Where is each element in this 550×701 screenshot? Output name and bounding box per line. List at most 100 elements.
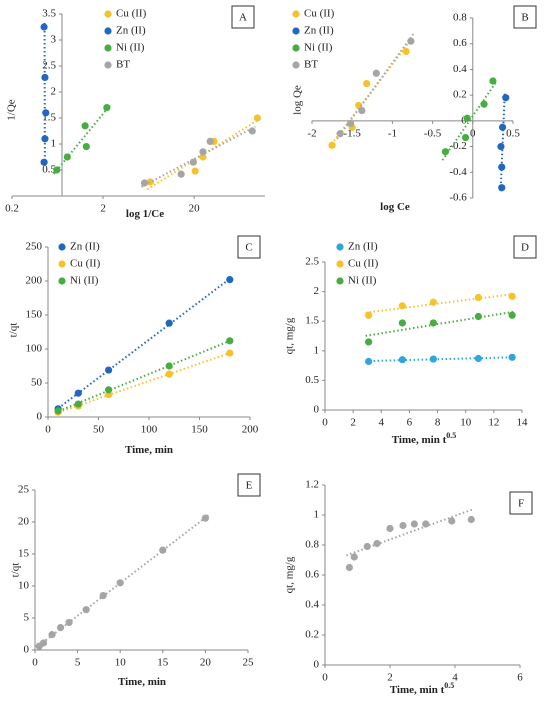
y-tick-label: 50 [31, 377, 43, 389]
y-axis-label: t/qt [8, 323, 20, 338]
point [398, 302, 406, 310]
point [41, 73, 49, 82]
x-tick-label: 0 [322, 417, 328, 429]
point [498, 184, 506, 192]
point [358, 106, 366, 115]
point [365, 338, 373, 346]
panel-label: C [245, 242, 252, 254]
x-tick-label: 6 [517, 672, 523, 684]
x-axis-label-text: Time, min [118, 676, 166, 688]
x-tick-label: 6 [407, 417, 413, 429]
legend-marker [104, 61, 112, 69]
legend-marker [104, 10, 112, 18]
point [226, 276, 234, 284]
point [498, 163, 506, 171]
y-tick-label: 0.4 [453, 63, 467, 75]
panel-label-box [231, 5, 255, 29]
panel-label-box [513, 5, 537, 29]
x-axis-label-text: Time, min t [390, 684, 445, 696]
point [165, 370, 173, 378]
point [474, 312, 482, 321]
point [199, 148, 207, 156]
legend-label: Cu (II) [70, 258, 101, 270]
y-tick-label: 2.5 [305, 256, 319, 268]
panel-label: D [521, 242, 529, 254]
point [407, 37, 415, 45]
point [373, 539, 381, 548]
point [226, 349, 234, 357]
point [402, 47, 410, 56]
y-tick-label: 1 [314, 509, 320, 521]
x-tick-label: 5 [75, 657, 81, 669]
trendline [54, 338, 234, 414]
trendline [52, 104, 111, 175]
point [140, 179, 149, 187]
y-tick-label: 15 [18, 548, 30, 560]
y-tick-label: 10 [18, 580, 30, 592]
legend-marker [58, 243, 66, 251]
y-tick-label: 0.5 [42, 164, 56, 176]
point [448, 517, 456, 525]
point [63, 153, 71, 161]
x-axis-label-text: log 1/Ce [126, 208, 164, 220]
point [346, 119, 355, 128]
y-axis-label: qt, mg/g [284, 317, 296, 354]
point [350, 553, 358, 561]
point [480, 100, 488, 108]
legend-label: Cu (II) [348, 258, 379, 270]
x-tick-label: 0 [322, 672, 328, 684]
legend-marker [104, 27, 112, 35]
trendline [499, 93, 506, 192]
trendline [346, 507, 475, 557]
point [441, 148, 450, 156]
x-tick-label: 50 [93, 424, 105, 436]
point [474, 293, 482, 302]
legend-marker [292, 10, 300, 18]
y-tick-label: 25 [18, 484, 30, 496]
point [41, 135, 49, 143]
point [116, 579, 124, 587]
x-tick-label: 100 [141, 424, 158, 436]
point [253, 114, 261, 122]
legend-label: BT [304, 59, 318, 71]
x-tick-label: 25 [243, 657, 255, 669]
point [39, 639, 48, 647]
y-tick-label: -0.4 [449, 166, 467, 178]
x-axis-label: Time, min [118, 676, 166, 688]
x-tick-label: 12 [488, 417, 499, 429]
y-tick-label: 0.2 [305, 629, 319, 641]
y-tick-label: 3.5 [42, 8, 56, 20]
x-tick-label: 14 [517, 417, 529, 429]
point [54, 407, 62, 415]
trendline [336, 32, 415, 140]
point [199, 153, 207, 161]
x-tick-label: 10 [115, 657, 127, 669]
point [81, 122, 89, 130]
y-tick-label: 0.2 [453, 89, 467, 101]
legend-marker [292, 61, 300, 69]
y-tick-label: 1.2 [305, 479, 319, 491]
y-tick-label: 0 [37, 411, 43, 423]
y-tick-label: 250 [26, 241, 43, 253]
y-axis-label: qt, mg/g [284, 556, 296, 593]
point [498, 123, 507, 131]
y-tick-label: 2 [51, 86, 57, 98]
point [508, 353, 516, 361]
x-axis-label-text: Time, min t [392, 434, 447, 446]
point [105, 366, 113, 374]
x-tick-label: 15 [157, 657, 169, 669]
point [386, 524, 394, 533]
point [103, 104, 111, 112]
y-tick-label: 0.5 [305, 374, 319, 386]
point [355, 101, 363, 110]
y-axis-label: log Qe [292, 85, 304, 115]
x-tick-label: 8 [435, 417, 441, 429]
point [365, 311, 373, 319]
y-tick-label: 100 [26, 343, 43, 355]
y-tick-label: -0.6 [449, 192, 467, 204]
point [74, 389, 82, 397]
x-tick-label: 0 [32, 657, 38, 669]
panel-label: E [246, 480, 253, 492]
trendline [54, 351, 234, 415]
y-tick-label: 150 [26, 309, 43, 321]
